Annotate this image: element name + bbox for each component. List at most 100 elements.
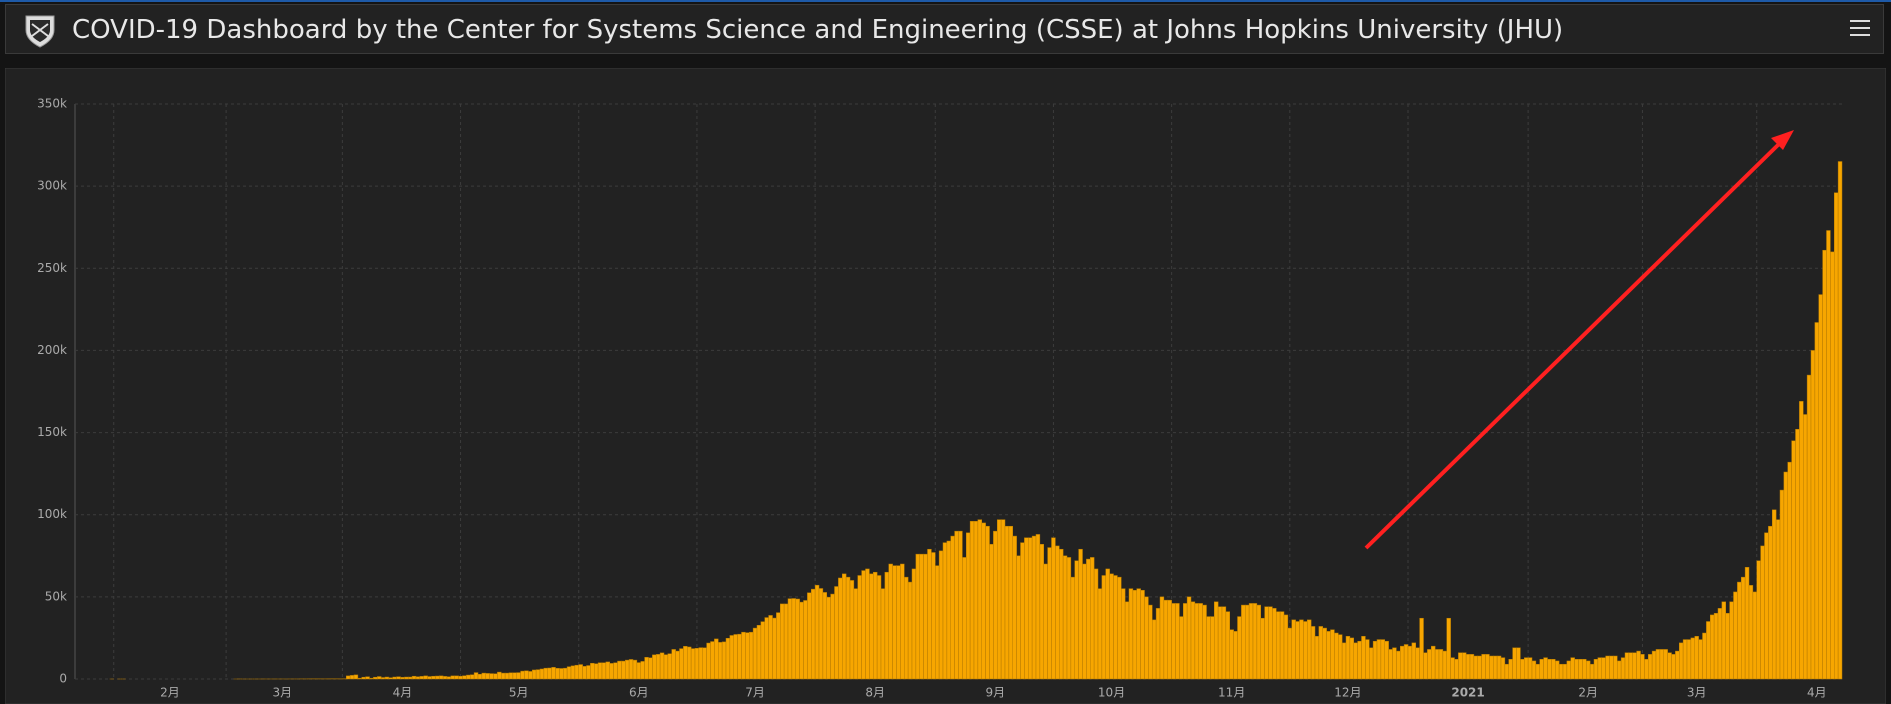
x-tick-label: 4月: [393, 686, 413, 700]
bar: [1097, 588, 1103, 680]
bar: [1229, 629, 1234, 680]
bar: [1291, 619, 1296, 680]
menu-button[interactable]: [1849, 17, 1871, 39]
bar: [745, 632, 750, 680]
bar: [1330, 629, 1335, 680]
bar: [446, 676, 452, 680]
bar: [450, 675, 455, 680]
y-tick-label: 50k: [45, 589, 67, 603]
bar: [892, 565, 897, 680]
bar: [1000, 519, 1006, 680]
bar: [1803, 414, 1808, 680]
bar: [582, 666, 587, 680]
bar: [1818, 294, 1823, 680]
bar: [1039, 544, 1044, 680]
bar: [1221, 606, 1227, 680]
bar: [1252, 603, 1258, 680]
bar: [1326, 631, 1331, 680]
bar: [431, 675, 436, 680]
bar: [489, 673, 494, 680]
bar: [1446, 617, 1451, 680]
bar: [1438, 649, 1444, 680]
bar: [1493, 655, 1498, 680]
bar: [1748, 585, 1754, 680]
bar: [935, 565, 940, 680]
bar: [1369, 647, 1374, 680]
bar: [1543, 657, 1548, 680]
bar: [764, 617, 769, 680]
bar: [632, 659, 638, 680]
bar: [1733, 591, 1738, 680]
bar: [830, 593, 835, 680]
bar: [725, 638, 731, 680]
bar: [1082, 563, 1087, 680]
bar: [1586, 660, 1591, 680]
bar: [1454, 659, 1459, 680]
bar: [1822, 249, 1827, 680]
bar: [1198, 603, 1203, 680]
bar: [1613, 655, 1618, 680]
bar: [439, 675, 444, 680]
bar: [1772, 509, 1777, 680]
bar: [353, 674, 359, 680]
bar: [361, 676, 366, 680]
bar: [1837, 161, 1843, 680]
bar: [1411, 642, 1416, 680]
bar: [346, 675, 351, 680]
bar: [1024, 537, 1029, 680]
bar: [1237, 616, 1242, 680]
bar: [1512, 647, 1517, 680]
bar: [1028, 537, 1033, 680]
bar: [888, 563, 893, 680]
bar: [1496, 655, 1502, 680]
bar: [539, 668, 545, 680]
header: COVID-19 Dashboard by the Center for Sys…: [5, 4, 1884, 54]
bar: [442, 676, 448, 680]
bar: [566, 666, 572, 680]
bar: [1175, 603, 1180, 680]
x-tick-label: 11月: [1218, 686, 1245, 700]
header-title: COVID-19 Dashboard by the Center for Sys…: [72, 15, 1564, 45]
bar: [687, 646, 692, 680]
bar: [741, 631, 746, 680]
bar: [1485, 654, 1490, 680]
x-tick-label: 3月: [272, 686, 292, 700]
bar: [1570, 657, 1575, 680]
bar: [400, 677, 405, 680]
bar: [1465, 654, 1471, 680]
bar: [1322, 627, 1327, 680]
bar: [1396, 650, 1401, 680]
bar: [845, 576, 851, 680]
bar: [1427, 649, 1432, 680]
bar: [543, 667, 548, 680]
bar: [605, 661, 610, 680]
bar: [349, 675, 355, 680]
bar: [1469, 654, 1475, 680]
bar: [795, 598, 800, 680]
bar: [1070, 576, 1075, 680]
bar: [1442, 650, 1447, 680]
bar: [1787, 461, 1792, 680]
bar: [357, 677, 362, 680]
bar: [590, 662, 595, 680]
bar: [962, 557, 967, 680]
bar: [1504, 663, 1509, 680]
bar: [497, 671, 502, 680]
bar: [1144, 596, 1149, 680]
bar: [911, 568, 917, 680]
bar: [1365, 639, 1370, 680]
bar: [690, 648, 696, 680]
bar: [710, 641, 715, 680]
bar: [1217, 606, 1223, 680]
bar: [1489, 655, 1494, 680]
bar: [1826, 230, 1831, 680]
y-tick-label: 350k: [37, 97, 67, 111]
bar: [411, 675, 417, 680]
x-tick-label: 2021: [1451, 686, 1484, 700]
bar: [1527, 657, 1533, 680]
bar: [1756, 560, 1761, 680]
bar: [1651, 650, 1657, 680]
bar: [1407, 645, 1413, 680]
bar: [1272, 608, 1277, 680]
